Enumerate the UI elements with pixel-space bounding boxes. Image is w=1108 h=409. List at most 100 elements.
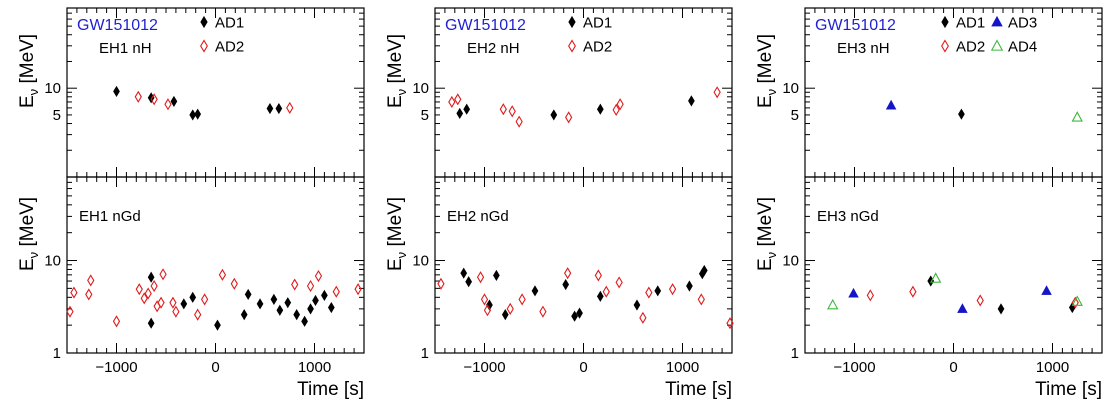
data-point-ad1 xyxy=(531,285,539,297)
data-point-ad2 xyxy=(483,304,492,317)
data-point-ad2 xyxy=(515,115,523,128)
data-point-ad1 xyxy=(275,102,283,115)
data-point-ad2 xyxy=(159,268,167,281)
x-tick-label: −1000 xyxy=(833,359,875,376)
data-point-ad2 xyxy=(135,283,143,296)
data-point-ad3 xyxy=(885,99,897,110)
y-axis-title: Eν [MeV] xyxy=(17,34,41,108)
y-tick-label: 10 xyxy=(44,80,61,97)
data-point-ad1 xyxy=(1068,301,1076,314)
event-label: GW151012 xyxy=(77,17,158,34)
y-tick-label: 10 xyxy=(782,253,799,270)
data-point-ad2 xyxy=(499,103,507,116)
data-point-ad1 xyxy=(576,307,583,319)
data-point-ad1 xyxy=(180,298,188,310)
data-point-ad1 xyxy=(633,299,641,311)
data-point-ad2 xyxy=(645,286,653,299)
data-point-ad2 xyxy=(150,279,158,293)
data-point-ad2 xyxy=(85,288,93,301)
y-axis-title: Eν [MeV] xyxy=(385,34,409,108)
data-point-ad2 xyxy=(668,283,677,296)
y-tick-label: 5 xyxy=(53,107,61,124)
data-point-ad1 xyxy=(189,291,197,303)
x-tick-label: −1000 xyxy=(463,359,505,376)
panel-label: EH1 nGd xyxy=(79,208,141,225)
panel-label: EH1 nH xyxy=(99,40,152,57)
data-point-ad1 xyxy=(312,294,319,307)
y-tick-label: 10 xyxy=(782,80,799,97)
data-point-ad1 xyxy=(700,264,708,277)
data-point-ad2 xyxy=(314,269,323,283)
event-label: GW151012 xyxy=(445,17,526,34)
data-point-ad1 xyxy=(463,103,471,115)
x-tick-label: 1000 xyxy=(666,359,699,376)
data-point-ad1 xyxy=(686,280,693,292)
y-tick-label: 10 xyxy=(44,253,61,270)
data-point-ad1 xyxy=(501,309,509,321)
legend-marker-ad2 xyxy=(200,39,208,53)
data-point-ad1 xyxy=(256,298,264,310)
legend-label-ad2: AD2 xyxy=(583,39,612,56)
data-point-ad1 xyxy=(147,317,155,329)
data-point-ad2 xyxy=(169,296,177,309)
data-point-ad2 xyxy=(200,293,209,306)
legend-label-ad3: AD3 xyxy=(1008,15,1037,32)
y-tick-label: 1 xyxy=(53,345,61,362)
data-point-ad1 xyxy=(550,109,558,121)
data-point-ad1 xyxy=(997,303,1005,315)
data-point-ad2 xyxy=(454,93,462,106)
data-point-ad2 xyxy=(164,98,172,111)
data-point-ad1 xyxy=(113,85,120,97)
y-tick-label: 5 xyxy=(791,107,799,124)
data-point-ad2 xyxy=(476,271,485,284)
legend-marker-ad1 xyxy=(941,15,949,29)
data-point-ad2 xyxy=(448,95,456,109)
data-point-ad2 xyxy=(194,308,202,321)
plot-frame xyxy=(434,176,733,354)
legend-marker-ad1 xyxy=(200,15,208,29)
data-point-ad2 xyxy=(153,300,161,313)
data-point-ad2 xyxy=(616,98,624,111)
data-point-ad2 xyxy=(612,103,620,116)
y-axis-title: Eν [MeV] xyxy=(755,197,779,271)
data-point-ad1 xyxy=(562,278,570,291)
data-point-ad1 xyxy=(596,290,604,302)
legend-label-ad1: AD1 xyxy=(956,15,985,32)
y-axis-title: Eν [MeV] xyxy=(385,197,409,271)
data-point-ad2 xyxy=(506,302,514,315)
data-point-ad1 xyxy=(301,315,308,327)
plot-frame xyxy=(804,176,1103,354)
panel-label: EH2 nGd xyxy=(447,208,509,225)
legend-marker-ad2 xyxy=(941,39,949,53)
data-point-ad1 xyxy=(270,293,278,305)
data-point-ad2 xyxy=(218,268,227,281)
data-point-ad1 xyxy=(958,108,965,120)
data-point-ad2 xyxy=(70,286,78,299)
data-point-ad2 xyxy=(66,305,74,318)
data-point-ad2 xyxy=(713,86,721,99)
data-point-ad2 xyxy=(976,294,984,307)
panel-label: EH2 nH xyxy=(467,40,520,57)
data-point-ad1 xyxy=(654,285,662,297)
data-point-ad2 xyxy=(291,278,299,291)
data-point-ad1 xyxy=(571,310,578,322)
data-point-ad1 xyxy=(244,288,252,300)
y-tick-label: 1 xyxy=(421,345,429,362)
data-point-ad1 xyxy=(284,297,292,309)
data-point-ad1 xyxy=(293,309,301,321)
data-point-ad1 xyxy=(927,275,935,287)
data-point-ad2 xyxy=(354,283,362,296)
data-point-ad1 xyxy=(456,107,464,119)
legend-label-ad1: AD1 xyxy=(215,15,244,32)
data-point-ad2 xyxy=(286,101,294,114)
data-point-ad2 xyxy=(144,287,152,300)
data-point-ad1 xyxy=(266,102,274,115)
data-point-ad2 xyxy=(726,317,734,330)
x-axis-title: Time [s] xyxy=(665,379,732,400)
